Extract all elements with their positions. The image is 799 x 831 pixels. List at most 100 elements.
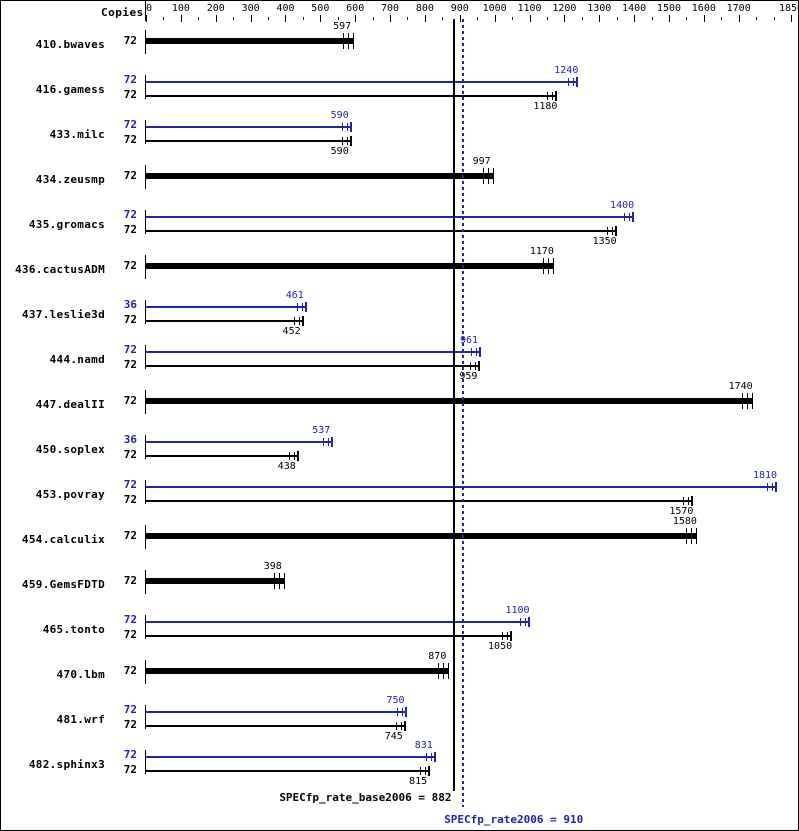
row-origin-tick <box>145 120 146 144</box>
copies-value: 72 <box>123 613 137 626</box>
run-tick <box>346 123 348 131</box>
copies-value: 72 <box>123 118 137 131</box>
copies-value: 72 <box>123 259 137 272</box>
benchmark-name: 436.cactusADM <box>15 263 105 276</box>
axis-tick-minor <box>442 17 444 20</box>
bar-value-label: 1740 <box>728 381 753 392</box>
run-tick <box>502 632 504 640</box>
axis-tick-minor <box>651 17 653 20</box>
row-origin-tick <box>145 210 146 234</box>
run-tick <box>690 528 692 544</box>
axis-tick-major <box>599 15 601 22</box>
axis-tick-minor <box>512 17 514 20</box>
axis-tick-minor <box>721 17 723 20</box>
bar-value-label: 1050 <box>488 641 513 652</box>
bar-value-label: 398 <box>263 561 282 572</box>
copies-value: 36 <box>123 298 137 311</box>
bar-value-label: 590 <box>330 110 349 121</box>
bar-value-label: 1180 <box>533 101 558 112</box>
bar-base-end <box>691 496 694 506</box>
axis-tick-major <box>634 15 636 22</box>
row-origin-tick <box>145 300 146 324</box>
run-tick <box>751 393 753 409</box>
run-tick <box>323 438 325 446</box>
bar-peak <box>146 216 635 218</box>
run-tick <box>624 213 626 221</box>
bar-base <box>146 140 352 142</box>
benchmark-name: 447.dealII <box>35 398 105 411</box>
run-tick <box>487 168 489 184</box>
run-tick <box>552 92 554 100</box>
bar-value-label: 1350 <box>592 236 617 247</box>
run-tick <box>482 168 484 184</box>
benchmark-name: 470.lbm <box>56 668 105 681</box>
copies-value: 72 <box>123 133 137 146</box>
run-tick <box>400 722 402 730</box>
axis-tick-label: 500 <box>311 3 330 14</box>
axis-tick-minor <box>477 17 479 20</box>
bar-peak-end <box>527 617 530 627</box>
bar-merged <box>146 578 285 584</box>
run-tick <box>568 78 570 86</box>
peak-reference-line <box>462 19 465 807</box>
run-tick <box>573 78 575 86</box>
axis-tick-minor <box>302 17 304 20</box>
bar-value-label: 590 <box>330 146 349 157</box>
axis-tick-label: 1000 <box>482 3 507 14</box>
axis-tick-label: 1300 <box>587 3 612 14</box>
axis-tick-major <box>146 15 147 22</box>
copies-value: 72 <box>123 763 137 776</box>
run-tick <box>507 632 509 640</box>
bar-merged <box>146 263 554 269</box>
axis-tick-label: 100 <box>171 3 190 14</box>
bar-value-label: 750 <box>386 695 405 706</box>
bar-peak <box>146 711 408 713</box>
axis-tick-label: 1100 <box>517 3 542 14</box>
bar-peak-end <box>479 347 482 357</box>
run-tick <box>475 362 477 370</box>
bar-merged <box>146 398 753 404</box>
axis-tick-minor <box>581 17 583 20</box>
run-tick <box>397 708 399 716</box>
benchmark-name: 465.tonto <box>42 623 105 636</box>
run-tick <box>296 303 298 311</box>
copies-value: 72 <box>123 343 137 356</box>
copies-value: 72 <box>123 748 137 761</box>
axis-tick-major <box>250 15 252 22</box>
bar-base <box>146 230 617 232</box>
axis-tick-label: 800 <box>415 3 434 14</box>
bar-peak-end <box>775 482 778 492</box>
run-tick <box>746 393 748 409</box>
axis-tick-minor <box>686 17 688 20</box>
axis-tick-major <box>355 15 357 22</box>
copies-value: 72 <box>123 478 137 491</box>
copies-value: 36 <box>123 433 137 446</box>
axis-tick-minor <box>337 17 339 20</box>
row-origin-tick <box>145 570 146 594</box>
copies-value: 72 <box>123 313 137 326</box>
row-origin-tick <box>145 750 146 774</box>
bar-peak <box>146 126 352 128</box>
copies-value: 72 <box>123 358 137 371</box>
copies-value: 72 <box>123 493 137 506</box>
run-tick <box>273 573 275 589</box>
run-tick <box>328 438 330 446</box>
axis-tick-major <box>529 15 531 22</box>
axis-tick-label: 1400 <box>622 3 647 14</box>
axis-tick-label: 1200 <box>552 3 577 14</box>
copies-value: 72 <box>123 208 137 221</box>
bar-base-end <box>301 316 304 326</box>
bar-value-label: 1240 <box>554 65 579 76</box>
bar-value-label: 961 <box>460 335 479 346</box>
bar-peak-end <box>576 77 579 87</box>
run-tick <box>547 258 549 274</box>
axis-tick-minor <box>773 17 775 20</box>
bar-peak-end <box>331 437 334 447</box>
bar-peak <box>146 621 530 623</box>
axis-tick-minor <box>163 17 165 20</box>
bar-base <box>146 320 304 322</box>
row-origin-tick <box>145 525 146 549</box>
copies-value: 72 <box>123 574 137 587</box>
run-tick <box>341 123 343 131</box>
row-origin-tick <box>145 435 146 459</box>
